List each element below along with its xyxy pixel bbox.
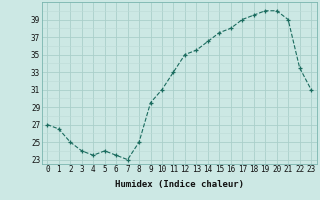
X-axis label: Humidex (Indice chaleur): Humidex (Indice chaleur)	[115, 180, 244, 189]
